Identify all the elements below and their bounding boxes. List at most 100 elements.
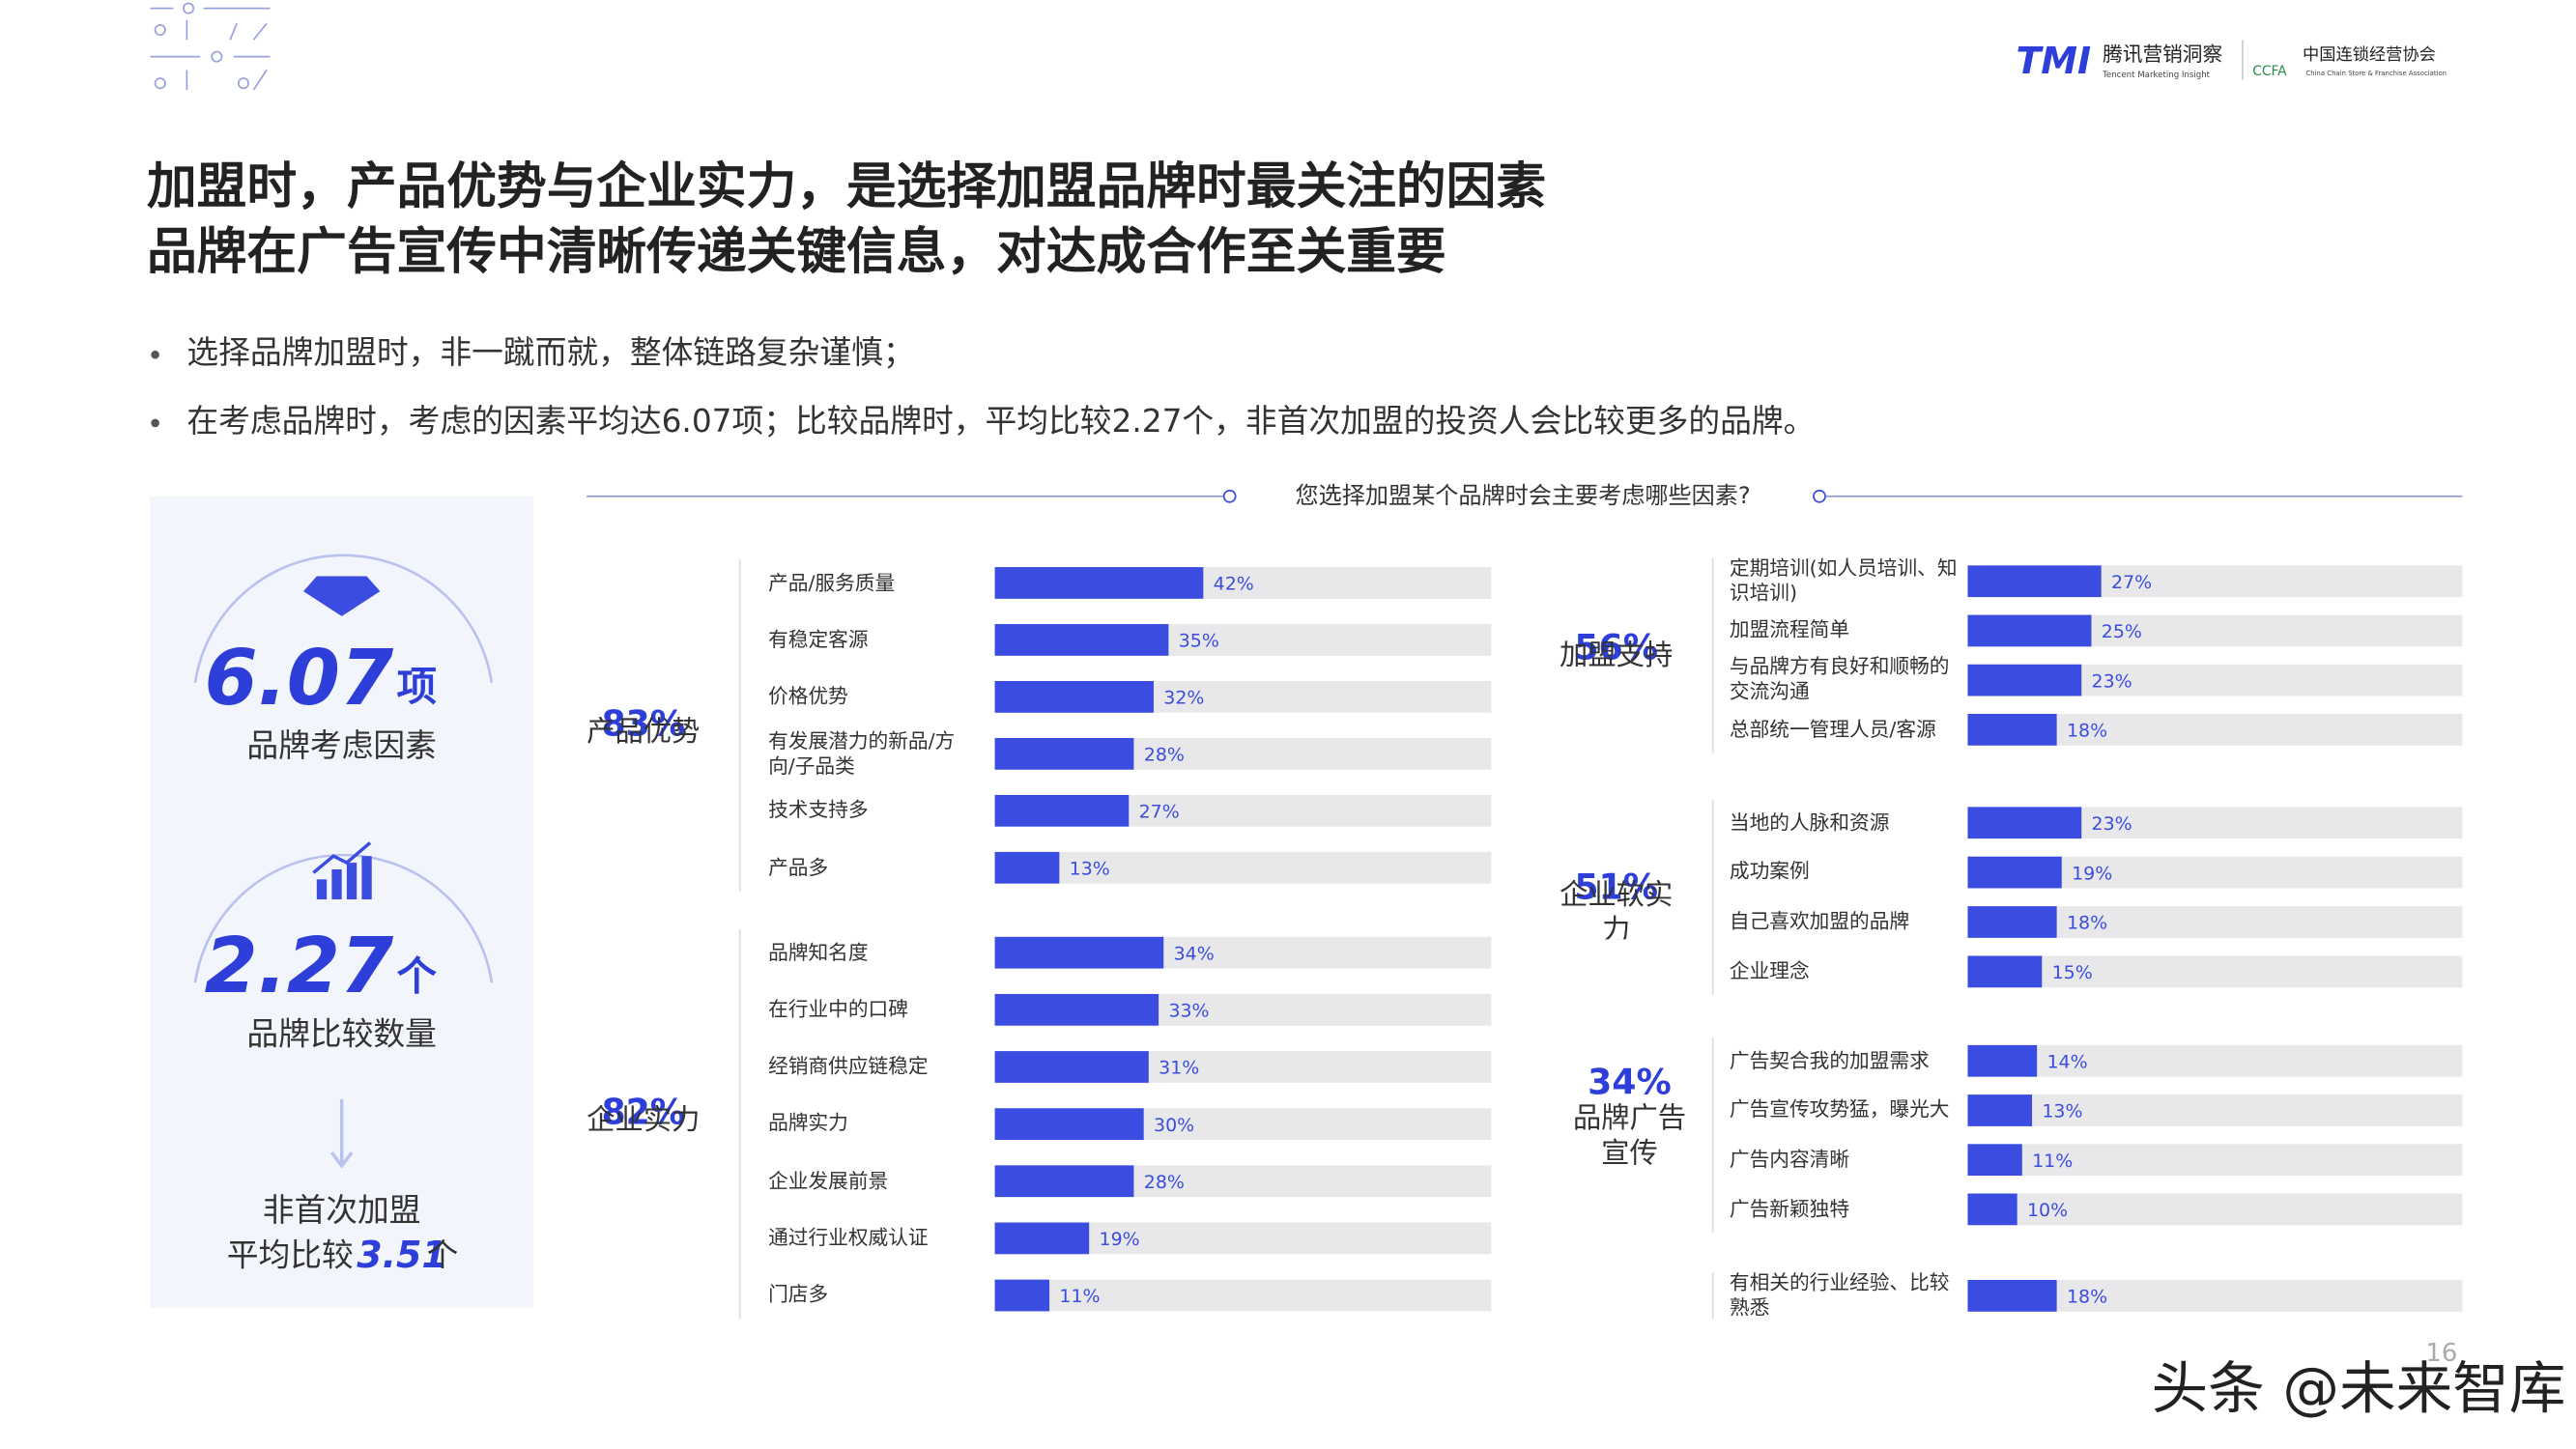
bar [994, 737, 1134, 770]
category-label: 有发展潜力的新品/方向/子品类 [768, 728, 956, 778]
category-label-box: 广告宣传攻势猛，曝光大 [1730, 1098, 1950, 1122]
bar [994, 794, 1130, 827]
bar [994, 1108, 1144, 1140]
value-label: 11% [2032, 1151, 2073, 1172]
value-label: 31% [1159, 1058, 1199, 1079]
factors-unit: 项 [397, 664, 437, 710]
category-label: 成功案例 [1729, 860, 1810, 884]
bar [1967, 565, 2102, 598]
bar-track [1967, 1094, 2463, 1126]
category-label: 在行业中的口碑 [768, 997, 908, 1021]
group-title-box: 企业软实力 [1560, 879, 1673, 939]
group-share: 56% [1574, 626, 1658, 668]
value-label: 23% [2092, 813, 2132, 835]
category-label: 广告内容清晰 [1729, 1147, 1850, 1171]
value-label: 33% [1168, 1001, 1209, 1022]
value-label: 42% [1214, 574, 1254, 595]
bar [994, 851, 1060, 884]
rule-dot [1813, 489, 1826, 503]
category-label: 门店多 [768, 1283, 829, 1307]
value-label: 13% [2042, 1101, 2082, 1122]
value-label: 23% [2092, 670, 2132, 692]
category-label-box: 定期培训(如人员培训、知识培训) [1729, 555, 1958, 605]
category-label-box: 门店多 [768, 1283, 829, 1307]
category-label-box: 加盟流程简单 [1730, 618, 1849, 641]
title-line: 加盟时，产品优势与企业实力，是选择加盟品牌时最关注的因素 [147, 158, 1546, 216]
bar [1967, 856, 2062, 889]
value-label: 28% [1144, 1172, 1185, 1193]
bar [1967, 955, 2043, 988]
bar [1967, 1094, 2033, 1126]
category-label-box: 在行业中的口碑 [768, 997, 908, 1021]
category-label-box: 自己喜欢加盟的品牌 [1730, 910, 1909, 933]
bar-track [994, 1279, 1492, 1312]
category-label-box: 与品牌方有良好和顺畅的交流沟通 [1730, 655, 1950, 703]
category-label: 定期培训(如人员培训、知识培训) [1729, 555, 1958, 605]
bar [1967, 1193, 2018, 1226]
bullet-text: 在考虑品牌时，考虑的因素平均达6.07项；比较品牌时，平均比较2.27个，非首次… [186, 403, 1815, 440]
category-label-box: 有发展潜力的新品/方向/子品类 [768, 728, 956, 778]
value-label: 30% [1154, 1115, 1194, 1136]
rule-dot [1222, 489, 1237, 503]
bar [1967, 1280, 2057, 1312]
category-label-box: 广告内容清晰 [1729, 1147, 1850, 1171]
compare-unit: 个 [397, 953, 438, 1000]
category-label: 品牌实力 [768, 1111, 848, 1135]
group-title-box: 品牌广告宣传 [1572, 1102, 1687, 1172]
value-label: 32% [1163, 688, 1204, 709]
bar [1967, 1144, 2022, 1177]
value-label: 27% [1139, 802, 1180, 823]
value-label: 11% [1059, 1286, 1100, 1307]
group-title: 产品优势 [587, 716, 701, 750]
category-label-box: 价格优势 [768, 684, 848, 708]
watermark: 头条 @未来智库 [2152, 1355, 2566, 1421]
group-title: 加盟支持 [1560, 639, 1674, 673]
category-label-box: 当地的人脉和资源 [1730, 810, 1890, 834]
category-label-box: 有相关的行业经验、比较熟悉 [1730, 1271, 1950, 1320]
logo-tmi: TMI [2016, 40, 2091, 82]
group-title: 品牌广告宣传 [1572, 1102, 1687, 1172]
value-label: 18% [2067, 1287, 2107, 1308]
summary-panel [150, 496, 533, 1308]
category-label: 企业理念 [1729, 958, 1810, 983]
value-label: 28% [1144, 745, 1185, 766]
bar [994, 936, 1164, 969]
group-share: 34% [1588, 1061, 1672, 1102]
group-title-box: 企业实力 [587, 1104, 700, 1137]
category-label-box: 通过行业权威认证 [768, 1226, 929, 1249]
category-label: 价格优势 [768, 684, 848, 708]
corner-decoration [150, 2, 271, 91]
value-label: 35% [1179, 631, 1219, 652]
question: 您选择加盟某个品牌时会主要考虑哪些因素? [1296, 482, 1751, 509]
category-label-box: 总部统一管理人员/客源 [1730, 717, 1936, 740]
bullet-dot [151, 350, 159, 359]
logo-tmi-en: Tencent Marketing Insight [2102, 71, 2211, 80]
repeat-value: 3.51 [357, 1234, 447, 1276]
logo-ccfa-en: China Chain Store & Franchise Associatio… [2305, 70, 2447, 77]
category-label: 广告契合我的加盟需求 [1729, 1048, 1930, 1072]
category-label-box: 品牌实力 [768, 1111, 848, 1135]
bar-track [1967, 1144, 2463, 1177]
bar-track [1967, 1193, 2463, 1226]
bar [1967, 807, 2082, 839]
group-share: 83% [601, 703, 685, 745]
category-label: 经销商供应链稳定 [768, 1054, 929, 1078]
value-label: 15% [2052, 962, 2093, 983]
bullet-dot [151, 418, 159, 428]
category-label-box: 企业发展前景 [768, 1169, 888, 1192]
bar-track [994, 851, 1492, 884]
bar [1967, 1044, 2038, 1077]
category-label-box: 广告契合我的加盟需求 [1729, 1048, 1930, 1072]
category-label-box: 有稳定客源 [768, 627, 868, 650]
page-number: 16 [2425, 1339, 2457, 1368]
bar-track [1967, 955, 2463, 988]
title-line: 品牌在广告宣传中清晰传递关键信息，对达成合作至关重要 [147, 223, 1446, 281]
group-share: 82% [601, 1091, 685, 1132]
bar [1967, 713, 2057, 746]
category-label: 品牌知名度 [768, 940, 869, 964]
repeat-line: 非首次加盟 [263, 1192, 421, 1229]
value-label: 18% [2067, 721, 2107, 742]
repeat-unit: 个 [427, 1237, 459, 1274]
factors-label: 品牌考虑因素 [246, 727, 437, 764]
